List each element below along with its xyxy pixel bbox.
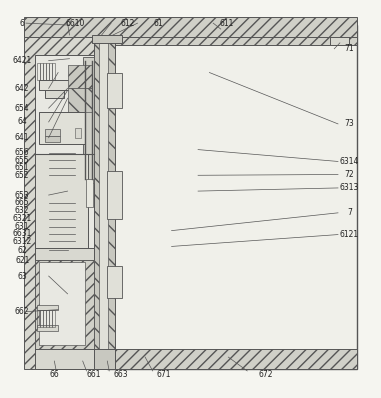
Bar bbox=[40, 310, 43, 328]
Bar bbox=[330, 29, 349, 45]
Bar bbox=[94, 349, 115, 369]
Text: 672: 672 bbox=[259, 371, 274, 379]
Text: 63: 63 bbox=[17, 271, 27, 281]
Text: 662: 662 bbox=[15, 307, 29, 316]
Bar bbox=[86, 179, 93, 207]
Text: 653: 653 bbox=[15, 191, 29, 199]
Text: 651: 651 bbox=[15, 163, 29, 172]
Bar bbox=[107, 266, 122, 298]
Bar bbox=[24, 17, 357, 37]
Text: 6610: 6610 bbox=[66, 19, 85, 27]
Bar bbox=[46, 310, 49, 328]
Bar bbox=[334, 25, 346, 33]
Text: 6312: 6312 bbox=[13, 237, 32, 246]
Bar bbox=[45, 90, 64, 98]
Bar bbox=[40, 62, 43, 80]
Bar bbox=[67, 64, 92, 88]
Bar bbox=[53, 62, 55, 80]
Text: 632: 632 bbox=[15, 206, 29, 215]
Bar bbox=[92, 35, 122, 43]
Bar bbox=[75, 128, 81, 138]
Bar bbox=[81, 248, 88, 258]
Text: 665: 665 bbox=[15, 199, 29, 207]
Bar bbox=[39, 262, 85, 345]
Bar bbox=[67, 88, 92, 112]
Bar bbox=[37, 305, 58, 310]
Bar bbox=[24, 25, 107, 369]
Text: 655: 655 bbox=[15, 156, 29, 165]
Bar bbox=[107, 349, 357, 369]
Text: 611: 611 bbox=[219, 19, 234, 27]
Text: 61: 61 bbox=[154, 19, 163, 27]
Bar bbox=[45, 136, 60, 142]
Text: 671: 671 bbox=[157, 371, 171, 379]
Bar bbox=[43, 310, 46, 328]
Text: 661: 661 bbox=[87, 371, 101, 379]
Text: 6321: 6321 bbox=[13, 214, 32, 223]
Bar bbox=[107, 171, 122, 219]
Bar bbox=[37, 326, 58, 332]
Text: 6631: 6631 bbox=[13, 229, 32, 238]
Text: 6314: 6314 bbox=[340, 157, 359, 166]
Bar bbox=[39, 80, 69, 90]
Bar bbox=[99, 33, 109, 361]
Text: 72: 72 bbox=[344, 170, 354, 179]
Bar bbox=[35, 349, 96, 369]
Bar bbox=[107, 25, 357, 369]
Text: 64: 64 bbox=[17, 117, 27, 127]
Text: 641: 641 bbox=[15, 133, 29, 142]
Bar bbox=[107, 72, 122, 108]
Text: 631: 631 bbox=[15, 222, 29, 231]
Text: 621: 621 bbox=[15, 256, 29, 265]
Text: 73: 73 bbox=[344, 119, 354, 129]
Bar bbox=[35, 154, 88, 250]
Bar bbox=[35, 260, 94, 351]
Text: 7: 7 bbox=[347, 208, 352, 217]
Text: 6: 6 bbox=[20, 19, 25, 27]
Bar bbox=[39, 112, 85, 144]
Text: 6313: 6313 bbox=[340, 183, 359, 193]
Text: 71: 71 bbox=[344, 44, 354, 53]
Bar bbox=[35, 55, 94, 351]
Text: 66: 66 bbox=[50, 371, 59, 379]
Bar bbox=[37, 310, 40, 328]
Text: 6121: 6121 bbox=[340, 230, 359, 239]
Bar bbox=[50, 310, 52, 328]
Bar bbox=[86, 262, 93, 290]
Text: 642: 642 bbox=[15, 84, 29, 93]
Bar bbox=[83, 57, 94, 183]
Bar bbox=[37, 62, 40, 80]
Bar bbox=[50, 62, 52, 80]
Text: 656: 656 bbox=[15, 148, 29, 157]
Bar bbox=[46, 62, 49, 80]
Bar bbox=[39, 160, 69, 246]
Bar bbox=[107, 25, 357, 45]
Bar bbox=[45, 129, 60, 136]
Text: 62: 62 bbox=[18, 246, 27, 255]
Text: 663: 663 bbox=[113, 371, 128, 379]
Bar bbox=[43, 62, 46, 80]
Text: 612: 612 bbox=[121, 19, 135, 27]
Bar bbox=[35, 248, 94, 260]
Bar bbox=[60, 248, 81, 260]
Bar bbox=[53, 310, 55, 328]
Text: 654: 654 bbox=[15, 103, 29, 113]
Bar bbox=[94, 25, 115, 369]
Text: 652: 652 bbox=[15, 171, 29, 180]
Text: 6421: 6421 bbox=[13, 56, 32, 65]
